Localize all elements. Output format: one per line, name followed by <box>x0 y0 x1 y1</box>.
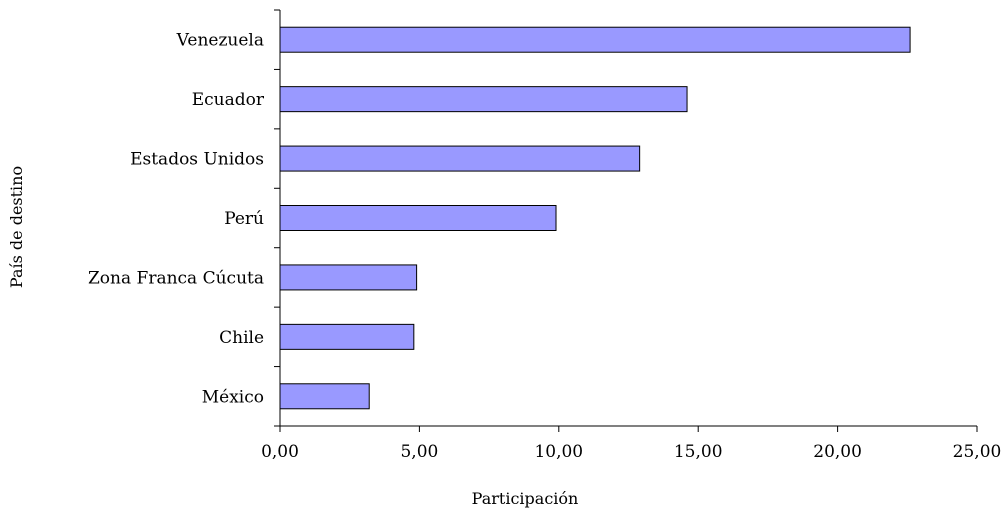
bar-3 <box>279 205 557 231</box>
bar-0 <box>279 26 911 53</box>
x-tick-label: 5,00 <box>400 442 438 462</box>
x-tick-label: 25,00 <box>953 442 1002 462</box>
bar-1 <box>279 86 688 113</box>
category-label: Chile <box>219 328 264 348</box>
x-tick-label: 15,00 <box>674 442 723 462</box>
x-tick-label: 20,00 <box>813 442 862 462</box>
x-tick-label: 0,00 <box>261 442 299 462</box>
bar-4 <box>279 264 418 291</box>
category-label: México <box>202 387 264 407</box>
category-label: Perú <box>224 209 264 229</box>
category-label: Zona Franca Cúcuta <box>88 268 264 288</box>
category-label: Venezuela <box>176 31 264 51</box>
bar-6 <box>279 383 370 410</box>
category-label: Ecuador <box>192 90 265 110</box>
bar-5 <box>279 323 415 350</box>
bars-group <box>279 26 911 410</box>
category-labels: Venezuela Ecuador Estados Unidos Perú Zona F… <box>88 31 265 408</box>
category-label: Estados Unidos <box>130 150 264 170</box>
bar-2 <box>279 145 641 172</box>
x-tick-labels: 0,00 5,00 10,00 15,00 20,00 25,00 <box>261 442 1001 462</box>
x-axis-title: Participación <box>472 489 579 508</box>
x-tick-label: 10,00 <box>534 442 583 462</box>
axes <box>274 9 978 432</box>
y-axis-title: País de destino <box>7 166 26 288</box>
